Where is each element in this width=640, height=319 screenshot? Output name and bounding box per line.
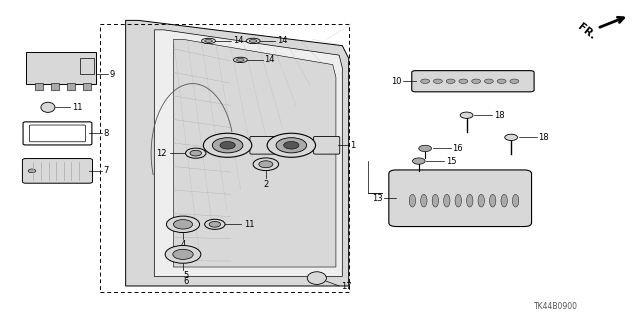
Circle shape (419, 145, 431, 152)
FancyBboxPatch shape (314, 137, 340, 154)
Polygon shape (125, 20, 349, 286)
FancyBboxPatch shape (250, 137, 276, 154)
Text: 6: 6 (184, 278, 189, 286)
Circle shape (267, 133, 316, 157)
Circle shape (505, 134, 518, 141)
FancyBboxPatch shape (51, 83, 59, 90)
FancyBboxPatch shape (412, 70, 534, 92)
Ellipse shape (246, 38, 260, 44)
Text: 1: 1 (351, 141, 356, 150)
Ellipse shape (234, 57, 247, 63)
Circle shape (412, 158, 425, 164)
Circle shape (205, 219, 225, 229)
Text: FR.: FR. (575, 21, 597, 41)
Ellipse shape (478, 194, 484, 207)
Ellipse shape (237, 58, 244, 61)
Ellipse shape (513, 194, 519, 207)
Circle shape (433, 79, 442, 84)
Ellipse shape (307, 272, 326, 285)
Text: 15: 15 (446, 157, 457, 166)
FancyBboxPatch shape (35, 83, 43, 90)
Text: 10: 10 (391, 77, 401, 86)
Text: 18: 18 (494, 111, 504, 120)
Circle shape (472, 79, 481, 84)
FancyBboxPatch shape (80, 58, 94, 74)
Text: 12: 12 (156, 149, 166, 158)
Circle shape (510, 79, 519, 84)
Text: 2: 2 (263, 180, 268, 189)
Ellipse shape (205, 40, 212, 42)
FancyBboxPatch shape (83, 83, 91, 90)
Ellipse shape (444, 194, 450, 207)
FancyBboxPatch shape (67, 83, 75, 90)
Circle shape (166, 216, 200, 233)
Ellipse shape (41, 102, 55, 112)
Circle shape (173, 219, 193, 229)
Ellipse shape (490, 194, 496, 207)
Ellipse shape (420, 194, 427, 207)
Text: 11: 11 (72, 103, 83, 112)
FancyBboxPatch shape (26, 52, 96, 84)
Circle shape (284, 141, 299, 149)
Circle shape (220, 141, 236, 149)
Circle shape (209, 221, 221, 227)
Text: TK44B0900: TK44B0900 (534, 302, 578, 311)
Circle shape (484, 79, 493, 84)
Circle shape (204, 133, 252, 157)
Text: 16: 16 (452, 144, 463, 153)
Circle shape (212, 138, 243, 153)
Text: 11: 11 (244, 220, 255, 229)
Ellipse shape (467, 194, 473, 207)
Text: 8: 8 (103, 129, 109, 138)
Circle shape (459, 79, 468, 84)
Polygon shape (173, 39, 336, 267)
Ellipse shape (501, 194, 508, 207)
Text: 13: 13 (372, 194, 383, 203)
Ellipse shape (202, 38, 216, 44)
Circle shape (420, 79, 429, 84)
Circle shape (173, 249, 193, 259)
Text: 3: 3 (287, 141, 292, 150)
Text: 5: 5 (184, 271, 189, 280)
Text: 17: 17 (341, 282, 351, 291)
Circle shape (276, 138, 307, 153)
Ellipse shape (409, 194, 415, 207)
Ellipse shape (249, 40, 257, 42)
Circle shape (497, 79, 506, 84)
Text: 7: 7 (103, 167, 109, 175)
Ellipse shape (455, 194, 461, 207)
Circle shape (186, 148, 206, 158)
FancyBboxPatch shape (389, 170, 532, 226)
Text: 14: 14 (277, 36, 288, 45)
FancyBboxPatch shape (22, 159, 93, 183)
Text: 9: 9 (109, 70, 115, 78)
Text: 14: 14 (264, 56, 275, 64)
Circle shape (460, 112, 473, 118)
Circle shape (259, 161, 273, 168)
Text: 4: 4 (180, 241, 186, 249)
Polygon shape (154, 30, 342, 277)
Circle shape (165, 246, 201, 263)
Text: 18: 18 (539, 133, 549, 142)
Ellipse shape (432, 194, 438, 207)
Circle shape (190, 150, 202, 156)
Circle shape (446, 79, 455, 84)
Circle shape (253, 158, 278, 171)
Text: 14: 14 (233, 36, 243, 45)
Circle shape (28, 169, 36, 173)
